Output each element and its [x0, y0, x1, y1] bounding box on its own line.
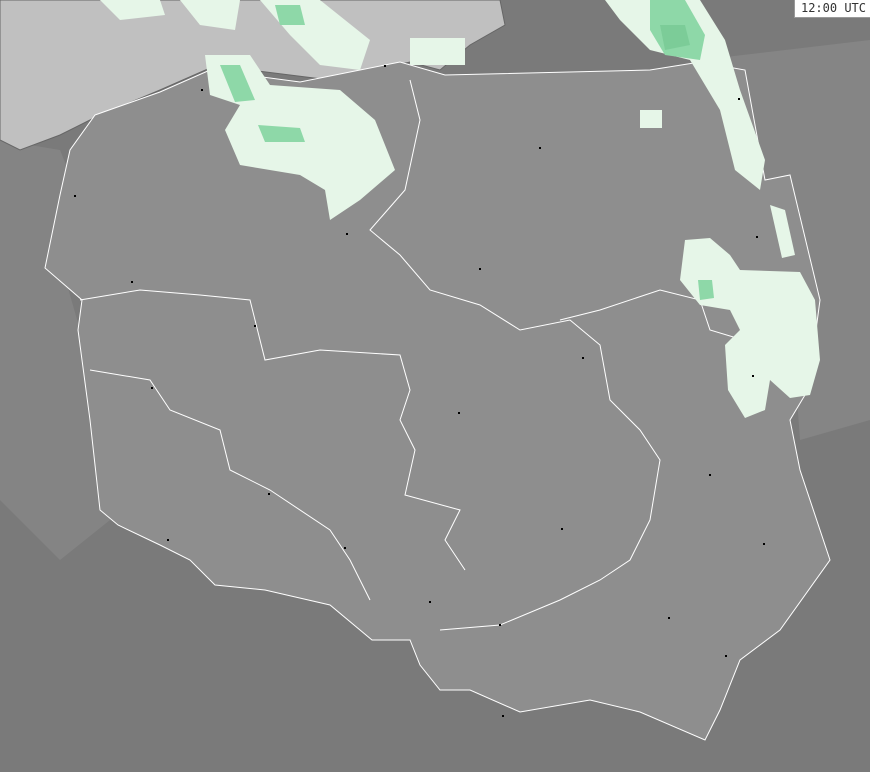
- city-marker: [268, 493, 270, 495]
- city-marker: [384, 65, 386, 67]
- city-marker: [756, 236, 758, 238]
- city-marker: [725, 655, 727, 657]
- time-label: 12:00 UTC: [793, 0, 870, 18]
- city-marker: [763, 543, 765, 545]
- city-marker: [151, 387, 153, 389]
- city-marker: [167, 539, 169, 541]
- precipitation: [100, 0, 820, 418]
- city-marker: [752, 375, 754, 377]
- city-marker: [254, 325, 256, 327]
- city-marker: [458, 412, 460, 414]
- neighbor-land-west: [0, 140, 110, 560]
- city-marker: [344, 547, 346, 549]
- city-marker: [201, 89, 203, 91]
- city-marker: [668, 617, 670, 619]
- city-marker: [502, 715, 504, 717]
- city-marker: [74, 195, 76, 197]
- city-marker: [479, 268, 481, 270]
- city-marker: [539, 147, 541, 149]
- city-marker: [738, 98, 740, 100]
- city-marker: [561, 528, 563, 530]
- city-marker: [582, 357, 584, 359]
- city-marker: [131, 281, 133, 283]
- city-marker: [709, 474, 711, 476]
- city-marker: [499, 624, 501, 626]
- city-marker: [346, 233, 348, 235]
- city-markers: [74, 65, 765, 717]
- poland: [44, 61, 831, 741]
- city-marker: [429, 601, 431, 603]
